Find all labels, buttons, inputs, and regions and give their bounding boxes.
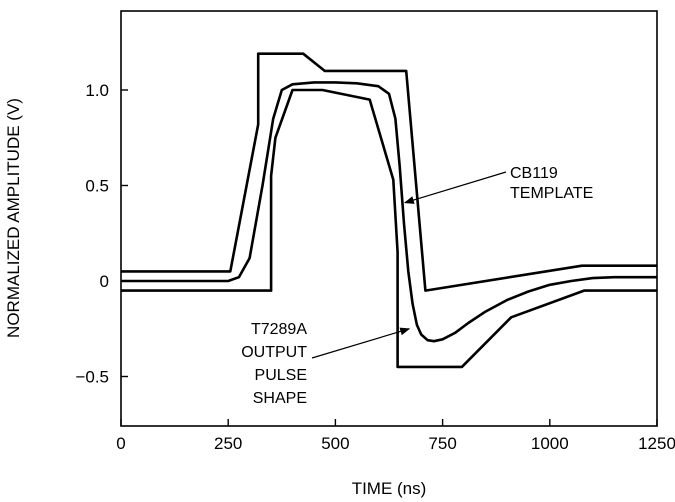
y-ticks: 1.0 0.5 0 −0.5 (75, 81, 128, 387)
annotation-pulse-arrow (311, 327, 411, 359)
curves (121, 52, 657, 369)
annotation-template-line-1: CB119 (510, 165, 558, 182)
annotation-template-arrow (403, 171, 507, 204)
series-template-lower (121, 88, 657, 369)
y-axis-title: NORMALIZED AMPLITUDE (V) (4, 98, 23, 338)
y-tick-label: 0.5 (85, 177, 109, 196)
x-tick-label: 750 (428, 434, 456, 453)
x-ticks: 0 250 500 750 1000 1250 (116, 419, 675, 453)
series-template-upper (121, 52, 657, 292)
x-tick-label: 500 (321, 434, 349, 453)
annotation-pulse-line-1: T7289A (251, 321, 307, 338)
x-tick-label: 1250 (638, 434, 675, 453)
y-tick-label: −0.5 (75, 368, 109, 387)
annotation-template: CB119 TEMPLATE (403, 165, 593, 204)
annotation-pulse-line-4: SHAPE (253, 390, 307, 407)
plot-frame (120, 10, 658, 427)
y-tick-label: 1.0 (85, 81, 109, 100)
annotation-pulse: T7289A OUTPUT PULSE SHAPE (241, 321, 411, 407)
x-tick-label: 1000 (531, 434, 569, 453)
x-tick-label: 0 (116, 434, 125, 453)
annotation-template-line-2: TEMPLATE (510, 185, 593, 202)
x-axis-title: TIME (ns) (352, 479, 427, 498)
x-tick-label: 250 (214, 434, 242, 453)
series-pulse (121, 81, 657, 343)
annotation-pulse-line-2: OUTPUT (241, 344, 307, 361)
annotation-pulse-line-3: PULSE (255, 367, 307, 384)
y-tick-label: 0 (100, 272, 109, 291)
